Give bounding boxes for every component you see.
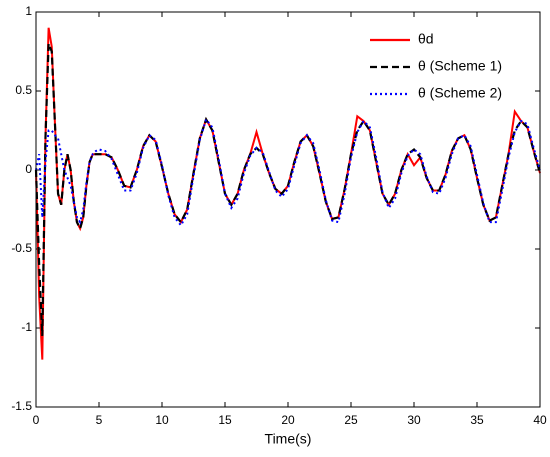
data-line <box>35 117 541 228</box>
x-tick-label: 15 <box>218 413 232 427</box>
x-tick-label: 35 <box>470 413 484 427</box>
plot-frame <box>35 11 541 408</box>
x-tick-label: 20 <box>281 413 295 427</box>
x-tick-label: 25 <box>344 413 358 427</box>
y-tick-label: 1 <box>25 4 32 18</box>
y-tick-label: 0 <box>25 162 32 176</box>
x-tick-label: 10 <box>155 413 169 427</box>
legend-label: θd <box>418 31 434 47</box>
y-tick-label: -0.5 <box>11 241 32 255</box>
legend-label: θ (Scheme 2) <box>418 85 502 101</box>
x-tick-label: 40 <box>533 413 547 427</box>
legend-label: θ (Scheme 1) <box>418 58 502 74</box>
x-tick-label: 30 <box>407 413 421 427</box>
x-tick-label: 0 <box>33 413 40 427</box>
y-tick-label: -1.5 <box>11 399 32 413</box>
x-tick-label: 5 <box>96 413 103 427</box>
data-line <box>35 27 541 360</box>
x-axis-label: Time(s) <box>265 431 312 447</box>
y-tick-label: -1 <box>21 320 32 334</box>
y-tick-label: 0.5 <box>15 83 32 97</box>
